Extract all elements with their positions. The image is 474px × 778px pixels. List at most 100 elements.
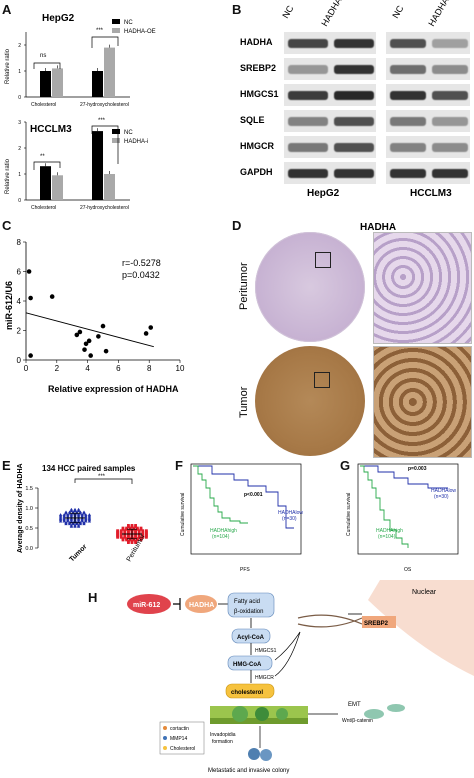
cell-icon — [364, 709, 384, 719]
mir-label: miR-612 — [133, 602, 160, 609]
bar — [92, 131, 103, 200]
data-point — [86, 338, 92, 344]
blot-row-label: GAPDH — [240, 167, 273, 177]
fit-line — [25, 312, 154, 348]
beta-label: β-oxidation — [234, 609, 263, 615]
x-tick-label: 10 — [176, 364, 185, 373]
dot — [130, 524, 134, 527]
legend-treat: HADHA-i — [124, 139, 148, 145]
legend-swatch-nc — [112, 129, 120, 134]
y-tick-label: 8 — [17, 238, 22, 247]
blot-band — [432, 169, 468, 178]
col-label: NC — [390, 3, 406, 21]
blot-band — [288, 117, 328, 126]
dot — [127, 524, 130, 527]
legend-swatch-treat — [112, 28, 120, 33]
data-point — [103, 348, 109, 354]
hmgcr-label: HMGCR — [255, 675, 274, 681]
dot — [130, 539, 134, 543]
y-tick-label: 0 — [17, 356, 22, 365]
blot-panel — [284, 84, 376, 106]
dot — [76, 523, 81, 527]
blot-panel — [386, 136, 470, 158]
legend-item: MMP14 — [170, 736, 187, 742]
x-tick-label: Cholesterol — [31, 205, 56, 211]
blot-row-label: HADHA — [240, 37, 273, 47]
blot-band — [334, 117, 374, 126]
km-low-curve — [193, 465, 294, 529]
y-tick-label: 4 — [17, 297, 22, 306]
y-axis-label: Average density of HADHA — [17, 463, 24, 553]
legend-nc: NC — [124, 130, 133, 136]
data-point — [143, 331, 149, 336]
blot-band — [390, 143, 426, 152]
panel-g-km: Cumulative survival p=0.003 HADHAlow (n=… — [346, 463, 459, 573]
panel-label-c: C — [2, 218, 12, 233]
panel-label-f: F — [175, 458, 183, 473]
panel-label-h: H — [88, 590, 98, 605]
y-tick-label: 6 — [17, 268, 22, 277]
ihc-tumor-zoom — [373, 346, 472, 458]
x-tick-label: 8 — [147, 364, 152, 373]
plot-frame — [190, 463, 302, 555]
blot-band — [334, 169, 374, 178]
dot — [116, 529, 119, 533]
dna-strand — [297, 617, 363, 628]
dot — [121, 537, 125, 541]
panel-f-km: Cumulative survival p<0.001 HADHAlow (n=… — [180, 463, 303, 573]
legend: NC HADHA-OE — [112, 19, 156, 35]
x-tick-label: 0 — [24, 364, 29, 373]
y-tick-label: 1 — [18, 69, 21, 75]
hadha-label: HADHA — [189, 602, 214, 609]
y-tick-label: 1.0 — [25, 506, 33, 512]
p-value: p<0.001 — [244, 492, 263, 498]
high-n: (n=104) — [212, 534, 230, 540]
km-low-curve — [360, 465, 448, 489]
blot-panel — [386, 162, 470, 184]
bar — [92, 71, 103, 97]
fatty-label: Fatty acid — [234, 599, 260, 605]
meta-label: Metastatic and invasive colony — [208, 768, 289, 774]
bar — [52, 175, 63, 200]
dot — [75, 510, 79, 514]
dot — [125, 537, 128, 541]
hmgcoa-label: HMG-CoA — [233, 662, 262, 668]
dot — [132, 526, 136, 530]
dot — [64, 510, 68, 514]
blot-panel — [386, 58, 470, 80]
panel-label-e: E — [2, 458, 11, 473]
dot — [137, 529, 141, 533]
dot — [121, 526, 125, 530]
data-point — [96, 334, 101, 339]
dot — [69, 507, 74, 511]
dot — [134, 524, 137, 527]
chart-title: HepG2 — [42, 13, 75, 24]
legend: NC HADHA-i — [112, 129, 148, 145]
plot-frame — [357, 463, 459, 555]
dot — [76, 507, 81, 511]
blot-band — [334, 65, 374, 74]
srebp2-label: SREBP2 — [364, 621, 389, 627]
cholesterol-icon — [163, 746, 167, 750]
points — [25, 269, 154, 358]
blot-band — [334, 143, 374, 152]
bar — [104, 174, 115, 200]
dot — [136, 537, 139, 541]
panel-a-top-chart: HepG2 Relative ratio 012 NC HADHA-OE ns … — [5, 13, 156, 108]
dot — [139, 537, 143, 541]
km-high-curve — [360, 465, 409, 548]
y-tick-label: 0 — [18, 95, 21, 101]
high-label: HADHAhigh — [376, 528, 403, 534]
feedback-arrow — [274, 631, 301, 677]
blot-panel — [284, 110, 376, 132]
sig-bracket-2 — [91, 125, 119, 164]
x-tick-label: 27-hydroxycholesterol — [80, 102, 129, 108]
dot — [82, 510, 86, 514]
blot-band — [432, 91, 468, 100]
dot — [127, 539, 130, 543]
y-axis-label: miR-612/U6 — [4, 281, 14, 330]
y-tick-label: 0 — [18, 198, 21, 204]
dot — [62, 513, 66, 516]
data-point — [77, 329, 83, 335]
dot — [69, 513, 74, 516]
